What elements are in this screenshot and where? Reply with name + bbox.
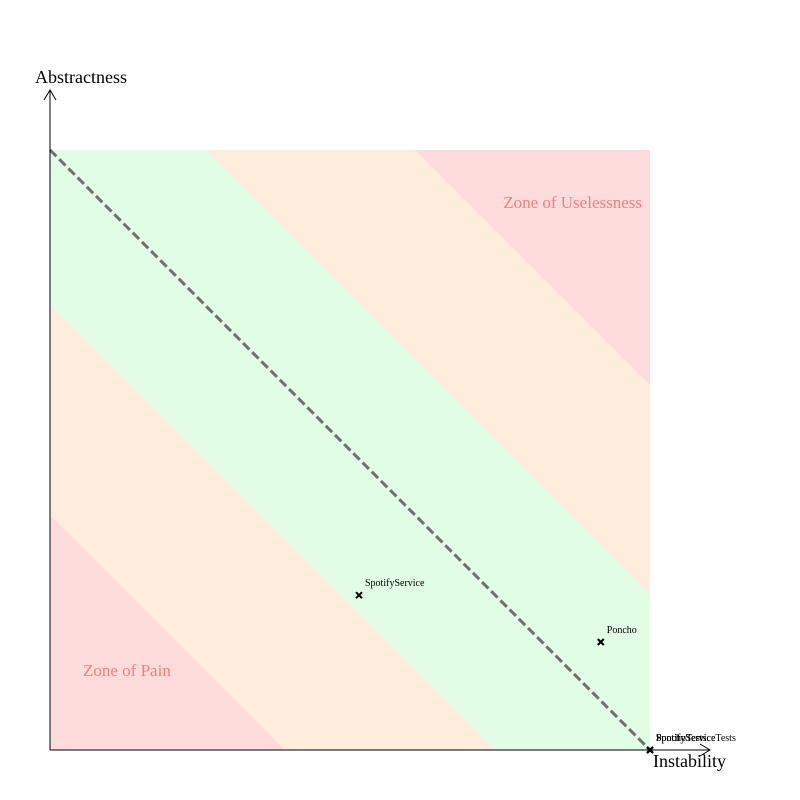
- main-sequence-line: [48, 148, 652, 752]
- data-points: SpotifyServicePonchoSpotifyServicePoncho…: [355, 578, 736, 754]
- y-axis-arrow: [43, 89, 57, 101]
- data-point-label: Poncho: [607, 625, 637, 636]
- data-point-marker: [597, 638, 605, 646]
- y-axis-title: Abstractness: [35, 67, 127, 87]
- axes: [43, 89, 711, 757]
- zone-of-uselessness-area: [415, 150, 650, 385]
- data-point-marker: [355, 591, 363, 599]
- data-point-label: SpotifyService: [365, 578, 425, 589]
- x-axis-title: Instability: [653, 751, 726, 771]
- data-point-label: SpotifyService: [656, 733, 716, 744]
- zone-of-uselessness-label: Zone of Uselessness: [503, 193, 642, 212]
- data-point-label: SpotifyServiceTests: [656, 733, 736, 744]
- x-axis-arrow: [699, 743, 711, 757]
- zone-of-pain-label: Zone of Pain: [83, 661, 171, 680]
- data-point-label: PonchoTests: [656, 733, 707, 744]
- zone-of-pain-area: [50, 515, 285, 750]
- data-point-marker: [646, 746, 654, 754]
